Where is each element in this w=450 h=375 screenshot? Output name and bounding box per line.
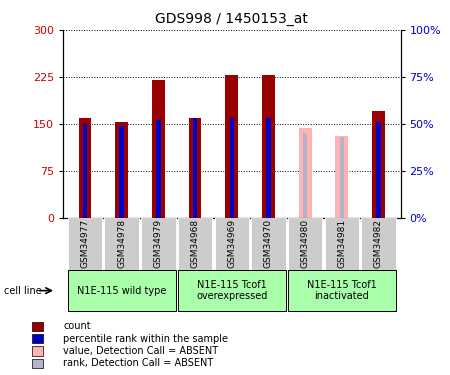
Text: GSM34968: GSM34968 <box>190 219 199 268</box>
Bar <box>79 117 91 218</box>
Text: rank, Detection Call = ABSENT: rank, Detection Call = ABSENT <box>63 358 213 368</box>
Text: count: count <box>63 321 90 331</box>
Text: GSM34981: GSM34981 <box>338 219 346 268</box>
Bar <box>225 75 238 217</box>
Bar <box>376 122 381 218</box>
Text: N1E-115 Tcof1
overexpressed: N1E-115 Tcof1 overexpressed <box>196 280 267 302</box>
Bar <box>189 117 202 218</box>
Text: GSM34970: GSM34970 <box>264 219 273 268</box>
Bar <box>83 124 87 218</box>
Bar <box>372 111 385 218</box>
Bar <box>215 217 249 270</box>
Bar <box>324 217 359 270</box>
Bar <box>230 118 234 218</box>
Bar <box>262 75 275 217</box>
Bar <box>178 270 286 311</box>
Bar <box>340 137 344 218</box>
Title: GDS998 / 1450153_at: GDS998 / 1450153_at <box>155 12 308 26</box>
Bar <box>299 128 311 217</box>
Bar <box>335 136 348 218</box>
Bar <box>288 217 322 270</box>
Bar <box>115 122 128 218</box>
Bar <box>288 270 396 311</box>
Text: GSM34969: GSM34969 <box>227 219 236 268</box>
Text: cell line: cell line <box>4 286 42 296</box>
Text: GSM34978: GSM34978 <box>117 219 126 268</box>
Text: N1E-115 Tcof1
inactivated: N1E-115 Tcof1 inactivated <box>307 280 377 302</box>
Text: GSM34977: GSM34977 <box>81 219 90 268</box>
Text: N1E-115 wild type: N1E-115 wild type <box>77 286 166 296</box>
Bar <box>266 118 270 218</box>
Text: GSM34979: GSM34979 <box>154 219 163 268</box>
Text: percentile rank within the sample: percentile rank within the sample <box>63 334 228 344</box>
Bar <box>141 217 176 270</box>
Text: GSM34980: GSM34980 <box>301 219 310 268</box>
Bar <box>68 217 102 270</box>
Bar <box>120 126 124 218</box>
Text: value, Detection Call = ABSENT: value, Detection Call = ABSENT <box>63 346 218 356</box>
Bar <box>156 120 161 218</box>
Bar <box>178 217 212 270</box>
Bar <box>104 217 139 270</box>
Bar <box>303 133 307 218</box>
Text: GSM34982: GSM34982 <box>374 219 383 267</box>
Bar <box>68 270 176 311</box>
Bar <box>152 80 165 218</box>
Bar <box>251 217 286 270</box>
Bar <box>361 217 396 270</box>
Bar <box>193 118 197 218</box>
